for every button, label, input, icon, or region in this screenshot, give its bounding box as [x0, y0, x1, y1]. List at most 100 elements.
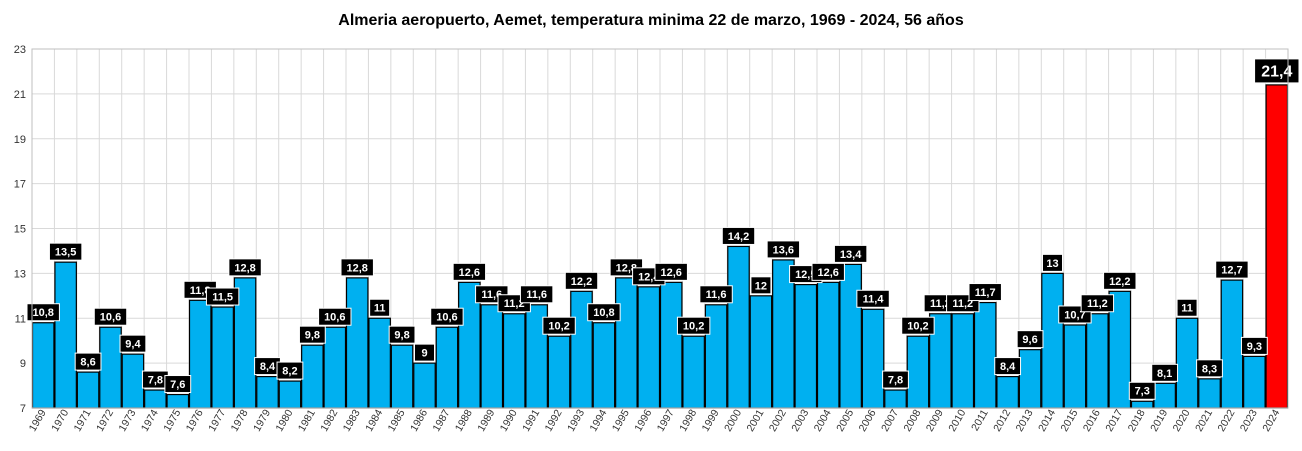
data-label-box-2022: [1215, 260, 1249, 279]
data-label-box-1985: [388, 325, 416, 344]
data-label-2017: 12,2: [1109, 276, 1130, 288]
x-tick-label-1989: 1989: [475, 407, 497, 433]
data-label-2006: 11,4: [863, 294, 885, 306]
data-label-box-2005: [833, 244, 868, 263]
data-label-2011: 11,7: [975, 287, 996, 299]
data-label-1983: 12,8: [347, 262, 368, 274]
data-label-2008: 10,2: [907, 321, 928, 333]
x-tick-label-2008: 2008: [901, 407, 923, 433]
bar-2021: [1198, 378, 1221, 409]
data-label-1987: 10,6: [436, 312, 457, 324]
data-label-box-2006: [856, 289, 890, 308]
bar-2008: [906, 335, 930, 409]
plot-area-border: [31, 48, 1289, 409]
data-label-2013: 9,6: [1022, 334, 1037, 346]
data-label-box-2023: [1240, 336, 1268, 355]
bar-1990: [502, 313, 526, 409]
data-label-box-2018: [1128, 381, 1156, 400]
data-label-2010: 11,2: [952, 298, 973, 310]
x-tick-label-2009: 2009: [924, 407, 946, 433]
data-label-1999: 11,6: [706, 289, 727, 301]
x-tick-label-1978: 1978: [229, 407, 251, 433]
data-label-2021: 8,3: [1202, 363, 1217, 375]
y-tick-label: 9: [20, 358, 26, 370]
data-label-box-1973: [119, 334, 147, 353]
x-tick-label-2010: 2010: [946, 407, 968, 433]
x-tick-label-1986: 1986: [408, 407, 430, 433]
data-label-1994: 10,8: [593, 307, 614, 319]
x-tick-label-1982: 1982: [318, 407, 340, 433]
bar-2019: [1153, 382, 1176, 409]
data-label-box-1975: [164, 375, 192, 394]
x-tick-label-1998: 1998: [677, 407, 699, 433]
data-label-2015: 10,7: [1064, 309, 1085, 321]
data-label-box-2024: [1254, 58, 1300, 84]
x-tick-label-2021: 2021: [1193, 407, 1215, 433]
data-label-1986: 9: [421, 348, 427, 360]
data-label-1997: 12,6: [661, 267, 682, 279]
data-label-box-1988: [452, 262, 487, 281]
x-tick-label-1981: 1981: [296, 407, 318, 433]
data-label-box-1983: [340, 258, 374, 277]
x-tick-label-1972: 1972: [94, 407, 116, 433]
data-label-box-1978: [228, 258, 262, 277]
bar-2011: [973, 301, 997, 409]
data-label-1985: 9,8: [394, 330, 409, 342]
data-label-box-1969: [26, 303, 60, 322]
bar-1974: [144, 389, 167, 409]
data-label-box-2007: [882, 370, 909, 389]
bar-1972: [99, 326, 122, 409]
x-tick-label-2013: 2013: [1014, 407, 1036, 433]
x-tick-label-1985: 1985: [386, 407, 408, 433]
x-tick-label-2001: 2001: [744, 407, 766, 433]
x-tick-label-2006: 2006: [857, 407, 879, 433]
bar-2015: [1063, 324, 1087, 409]
bar-1986: [413, 362, 436, 409]
x-tick-label-2015: 2015: [1058, 407, 1080, 433]
data-label-2012: 8,4: [1000, 361, 1016, 373]
y-tick-label: 13: [14, 268, 26, 280]
data-label-2016: 11,2: [1087, 298, 1108, 310]
data-label-box-1972: [93, 307, 128, 326]
data-label-box-1999: [699, 285, 733, 304]
x-tick-label-2014: 2014: [1036, 407, 1058, 433]
data-label-box-1987: [430, 307, 464, 326]
bar-2003: [794, 283, 818, 409]
data-label-box-1994: [587, 303, 621, 322]
y-tick-label: 11: [15, 313, 26, 325]
data-label-box-2019: [1151, 363, 1179, 382]
bar-1969: [31, 322, 55, 409]
bar-2007: [884, 389, 907, 409]
x-tick-label-2011: 2011: [969, 407, 991, 433]
x-tick-label-2012: 2012: [991, 407, 1013, 433]
bars: [31, 84, 1289, 409]
x-tick-label-2003: 2003: [789, 407, 811, 433]
bar-1977: [211, 306, 234, 409]
data-label-1998: 10,2: [683, 321, 704, 333]
bar-2016: [1086, 313, 1109, 409]
data-label-box-2021: [1196, 359, 1223, 378]
bar-2004: [816, 281, 840, 409]
x-tick-label-2024: 2024: [1260, 407, 1282, 433]
x-tick-label-2002: 2002: [767, 407, 789, 433]
data-label-2014: 13: [1046, 258, 1058, 270]
x-tick-label-1976: 1976: [184, 407, 206, 433]
bar-2013: [1018, 349, 1042, 409]
data-label-2005: 13,4: [840, 249, 862, 261]
x-tick-label-1970: 1970: [49, 407, 71, 433]
data-label-2020: 11: [1181, 303, 1193, 315]
data-label-box-1982: [318, 307, 352, 326]
x-tick-label-1973: 1973: [116, 407, 138, 433]
data-label-box-2004: [811, 262, 845, 281]
bar-2010: [951, 313, 975, 409]
y-tick-label: 7: [20, 403, 26, 415]
x-tick-label-2023: 2023: [1238, 407, 1260, 433]
data-label-1972: 10,6: [100, 312, 121, 324]
bar-2000: [727, 245, 750, 409]
bar-2005: [839, 263, 862, 409]
x-tick-label-1979: 1979: [251, 407, 273, 433]
data-label-2024: 21,4: [1261, 64, 1292, 81]
data-label-2019: 8,1: [1157, 368, 1172, 380]
data-label-box-1997: [654, 262, 688, 281]
